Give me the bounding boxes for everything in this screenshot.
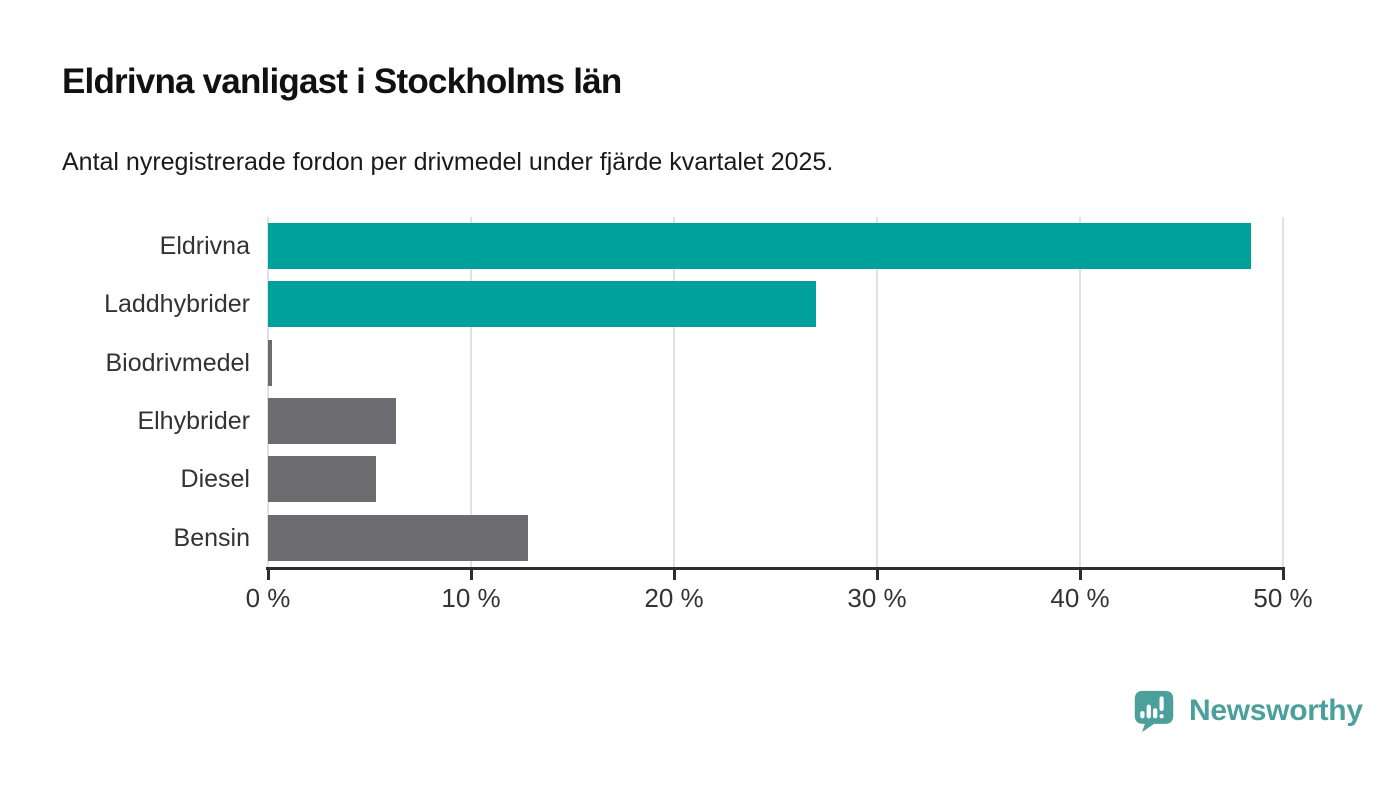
x-axis-tick-0: [266, 570, 270, 580]
x-axis-tick-label-10: 10 %: [441, 583, 501, 613]
x-axis-tick-50: [1281, 570, 1285, 580]
x-axis-tick-label-0: 0 %: [245, 583, 291, 613]
y-axis-label-elhybrider: Elhybrider: [137, 407, 250, 435]
x-axis-tick-label-30: 30 %: [847, 583, 907, 613]
y-axis-labels: Eldrivna Laddhybrider Biodrivmedel Elhybrid…: [0, 217, 250, 567]
gridline-0: [267, 217, 269, 567]
gridline-20: [673, 217, 675, 567]
bar-row-eldrivna: [268, 217, 1283, 275]
y-axis-label-eldrivna: Eldrivna: [159, 232, 250, 260]
bar-bensin: [268, 514, 528, 561]
chart-subtitle: Antal nyregistrerade fordon per drivmede…: [62, 148, 834, 176]
x-axis-tick-label-20: 20 %: [644, 583, 704, 613]
y-axis-label-bensin: Bensin: [173, 523, 250, 552]
newsworthy-logo-text: Newsworthy: [1189, 694, 1363, 727]
gridline-10: [470, 217, 472, 567]
newsworthy-logo: Newsworthy: [1132, 687, 1363, 735]
chart-title: Eldrivna vanligast i Stockholms län: [62, 62, 622, 101]
gridline-50: [1282, 217, 1284, 567]
x-axis-tick-label-50: 50 %: [1253, 583, 1313, 613]
newsworthy-logo-icon: [1134, 690, 1174, 733]
x-axis-tick-label-40: 40 %: [1050, 583, 1110, 613]
x-axis-tick-30: [875, 570, 879, 580]
y-axis-label-laddhybrider: Laddhybrider: [104, 290, 250, 319]
bar-elhybrider: [268, 398, 396, 445]
bar-row-diesel: [268, 450, 1283, 508]
gridline-40: [1079, 217, 1081, 567]
x-axis-tick-40: [1078, 570, 1082, 580]
bar-row-elhybrider: [268, 392, 1283, 450]
x-axis-tick-10: [469, 570, 473, 580]
bar-eldrivna: [268, 223, 1251, 270]
bar-row-biodrivmedel: [268, 334, 1283, 392]
bar-biodrivmedel: [268, 339, 273, 386]
y-axis-label-diesel: Diesel: [180, 465, 250, 494]
bar-laddhybrider: [268, 281, 817, 328]
bar-row-bensin: [268, 509, 1283, 567]
plot-area: [267, 217, 1284, 567]
gridline-30: [876, 217, 878, 567]
bar-diesel: [268, 456, 376, 503]
y-axis-label-biodrivmedel: Biodrivmedel: [105, 348, 250, 377]
x-axis-line: [266, 567, 1285, 570]
x-axis-tick-20: [672, 570, 676, 580]
bar-row-laddhybrider: [268, 275, 1283, 333]
